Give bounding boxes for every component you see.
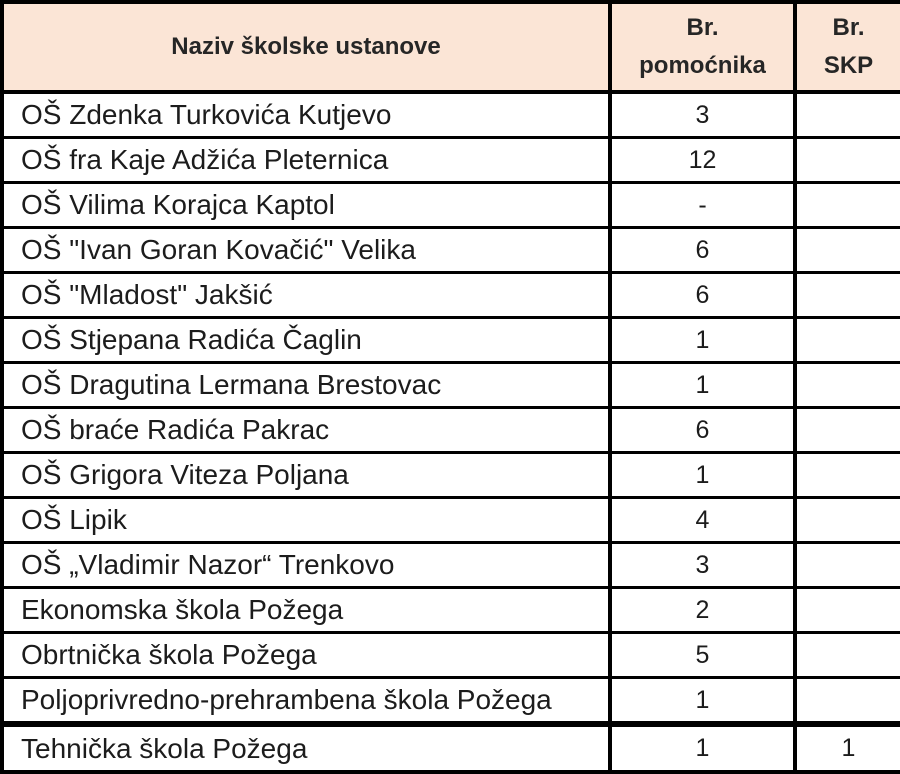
pomocnika-value-cell: 6 (608, 406, 797, 455)
header-school-name-label: Naziv školske ustanove (171, 33, 441, 60)
pomocnika-value-cell: 3 (608, 90, 797, 140)
table-row: OŠ Stjepana Radića Čaglin 1 (0, 316, 900, 365)
header-cell-school-name: Naziv školske ustanove (0, 0, 612, 94)
table-row: OŠ Vilima Korajca Kaptol - (0, 181, 900, 230)
pomocnika-value-cell: 6 (608, 271, 797, 320)
header-row: Naziv školske ustanove Br. pomoćnika Br.… (0, 0, 900, 94)
table-body: OŠ Zdenka Turkovića Kutjevo 3 OŠ fra Kaj… (0, 90, 900, 774)
school-name-cell: OŠ Zdenka Turkovića Kutjevo (0, 90, 612, 140)
table-row: OŠ braće Radića Pakrac 6 (0, 406, 900, 455)
skp-value-cell (793, 361, 900, 410)
skp-value-cell (793, 631, 900, 680)
header-skp-line1: Br. (832, 14, 865, 41)
header-skp-line2: SKP (823, 52, 874, 79)
school-name-cell: Obrtnička škola Požega (0, 631, 612, 680)
skp-value-cell (793, 271, 900, 320)
pomocnika-value-cell: - (608, 181, 797, 230)
table-row: OŠ "Mladost" Jakšić 6 (0, 271, 900, 320)
school-name-cell: OŠ Stjepana Radića Čaglin (0, 316, 612, 365)
school-name-cell: Ekonomska škola Požega (0, 586, 612, 635)
table-row: OŠ Lipik 4 (0, 496, 900, 545)
school-name-cell: OŠ Lipik (0, 496, 612, 545)
header-cell-pomocnika: Br. pomoćnika (608, 0, 797, 94)
pomocnika-value-cell: 4 (608, 496, 797, 545)
table-row: OŠ Dragutina Lermana Brestovac 1 (0, 361, 900, 410)
skp-value-cell (793, 496, 900, 545)
table-row: OŠ fra Kaje Adžića Pleternica 12 (0, 136, 900, 185)
skp-value-cell: 1 (793, 721, 900, 774)
skp-value-cell (793, 451, 900, 500)
header-pomocnika-line2: pomoćnika (639, 52, 766, 79)
school-name-cell: OŠ "Mladost" Jakšić (0, 271, 612, 320)
table-row: OŠ "Ivan Goran Kovačić" Velika 6 (0, 226, 900, 275)
skp-value-cell (793, 586, 900, 635)
school-name-cell: OŠ "Ivan Goran Kovačić" Velika (0, 226, 612, 275)
skp-value-cell (793, 136, 900, 185)
pomocnika-value-cell: 1 (608, 316, 797, 365)
table-row: OŠ Grigora Viteza Poljana 1 (0, 451, 900, 500)
school-name-cell: OŠ fra Kaje Adžića Pleternica (0, 136, 612, 185)
school-name-cell: OŠ Grigora Viteza Poljana (0, 451, 612, 500)
table-row: Obrtnička škola Požega 5 (0, 631, 900, 680)
school-name-cell: Poljoprivredno-prehrambena škola Požega (0, 676, 612, 726)
pomocnika-value-cell: 12 (608, 136, 797, 185)
pomocnika-value-cell: 2 (608, 586, 797, 635)
pomocnika-value-cell: 3 (608, 541, 797, 590)
school-name-cell: OŠ braće Radića Pakrac (0, 406, 612, 455)
pomocnika-value-cell: 1 (608, 361, 797, 410)
table-row: OŠ Zdenka Turkovića Kutjevo 3 (0, 90, 900, 140)
table-row: Tehnička škola Požega 1 1 (0, 721, 900, 774)
pomocnika-value-cell: 1 (608, 676, 797, 726)
skp-value-cell (793, 90, 900, 140)
skp-value-cell (793, 316, 900, 365)
skp-value-cell (793, 181, 900, 230)
skp-value-cell (793, 541, 900, 590)
pomocnika-value-cell: 1 (608, 451, 797, 500)
school-name-cell: Tehnička škola Požega (0, 721, 612, 774)
pomocnika-value-cell: 5 (608, 631, 797, 680)
header-pomocnika-line1: Br. (686, 14, 719, 41)
pomocnika-value-cell: 6 (608, 226, 797, 275)
skp-value-cell (793, 226, 900, 275)
table-header: Naziv školske ustanove Br. pomoćnika Br.… (0, 0, 900, 94)
skp-value-cell (793, 406, 900, 455)
pomocnika-value-cell: 1 (608, 721, 797, 774)
header-cell-skp: Br. SKP (793, 0, 900, 94)
school-name-cell: OŠ Dragutina Lermana Brestovac (0, 361, 612, 410)
school-name-cell: OŠ Vilima Korajca Kaptol (0, 181, 612, 230)
table-row: OŠ „Vladimir Nazor“ Trenkovo 3 (0, 541, 900, 590)
skp-value-cell (793, 676, 900, 726)
table-row: Poljoprivredno-prehrambena škola Požega … (0, 676, 900, 726)
table-row: Ekonomska škola Požega 2 (0, 586, 900, 635)
school-name-cell: OŠ „Vladimir Nazor“ Trenkovo (0, 541, 612, 590)
